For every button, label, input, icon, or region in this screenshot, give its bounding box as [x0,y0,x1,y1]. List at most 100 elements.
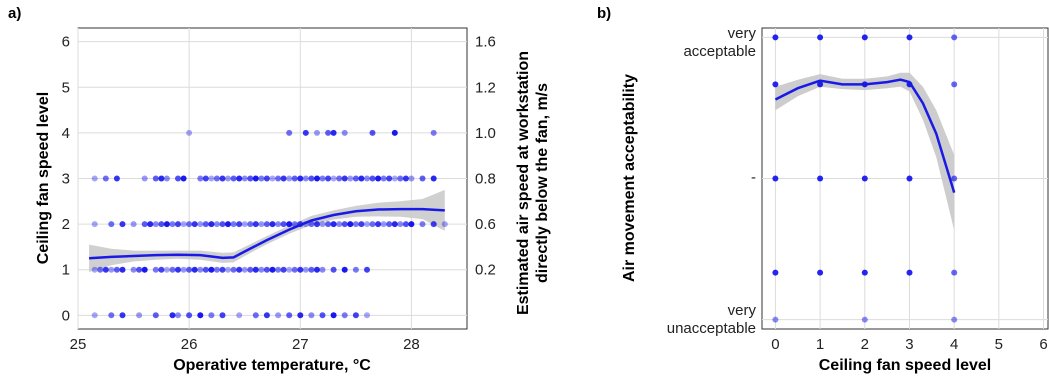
panel-a-xtick-label: 26 [181,336,198,353]
panel-a-data-point [241,221,248,228]
panel-a-data-point [347,175,354,182]
panel-a-data-point [136,266,143,273]
panel-a-data-point [325,221,332,228]
panel-a-data-point [341,175,348,182]
panel-a-data-point [314,221,320,228]
panel-a-data-point [197,266,204,273]
panel-a-data-point [269,266,276,273]
panel-a-data-point [291,266,298,273]
panel-a-data-point [430,175,437,182]
panel-a-y2tick-label: 1.2 [475,79,496,96]
panel-a-data-point [219,221,226,228]
panel-a-data-point [252,175,259,182]
panel-b-ytick-bottom-line1: very [728,302,757,319]
panel-a-data-point [286,266,293,273]
panel-a-data-point [364,312,370,319]
panel-a-data-point [408,221,415,228]
panel-a-data-point [275,221,282,228]
panel-a-data-point [141,266,148,273]
panel-a-data-point [330,129,337,136]
panel-b-smooth-line [774,78,956,193]
panel-a-data-point [286,221,293,228]
panel-a-data-point [364,221,370,228]
panel-a-data-point [286,129,293,136]
panel-b-data-point [772,175,779,182]
panel-a-data-point [419,175,426,182]
panel-a-data-point [430,221,437,228]
panel-a-grid [77,28,467,329]
panel-a-data-point [208,221,215,228]
panel-b-confidence-band [775,72,955,231]
panel-b-xtick-label: 1 [816,336,824,353]
panel-a-data-point [202,175,209,182]
panel-a-data-point [352,175,359,182]
panel-a-data-point [297,175,304,182]
panel-a-y2tick-label: 1.6 [475,34,496,51]
panel-a-data-point [225,221,231,228]
panel-a-data-point [319,175,326,182]
panel-a-label: a) [8,5,21,22]
panel-a-data-point [247,266,254,273]
panel-a-x-ticks: 25 26 27 28 [70,336,420,353]
panel-b-data-point [772,316,779,323]
panel-a-data-point [341,221,348,228]
panel-b: b) 0 1 2 3 4 5 6 very acceptable - very unacce… [597,5,1049,374]
panel-a-data-point [119,312,126,319]
panel-a-data-point [197,312,204,319]
panel-a-data-point [97,266,104,273]
panel-a-data-point [275,175,282,182]
panel-a-ytick-label: 1 [62,262,70,279]
panel-a-data-point [402,221,409,228]
panel-a-data-point [319,221,326,228]
panel-a-y2tick-label: 0.2 [475,262,496,279]
panel-a-data-point [364,266,370,273]
panel-a-data-point [286,312,293,319]
panel-a-data-point [147,221,154,228]
panel-a-data-point [314,175,320,182]
panel-a-data-point [263,312,270,319]
panel-a-data-point [175,221,181,228]
panel-a-xtick-label: 27 [292,336,309,353]
panel-a-data-point [169,266,176,273]
panel-a-points [91,129,448,319]
panel-a-data-point [441,221,448,228]
panel-b-xtick-label: 0 [771,336,779,353]
panel-b-data-point [951,316,958,323]
panel-a-data-point [314,266,320,273]
panel-a-data-point [197,175,204,182]
panel-a-data-point [352,221,359,228]
panel-a-data-point [375,221,382,228]
panel-a-data-point [230,266,237,273]
panel-a-data-point [275,266,282,273]
panel-a-data-point [225,175,231,182]
panel-a-data-point [258,221,265,228]
panel-a-data-point [397,221,404,228]
panel-a-ytick-label: 3 [62,171,70,188]
panel-a-data-point [208,266,215,273]
panel-a-data-point [286,175,293,182]
panel-a-data-point [197,221,204,228]
panel-a-data-point [213,266,220,273]
panel-a-ytick-label: 4 [62,125,70,142]
panel-a-data-point [330,175,337,182]
panel-b-ytick-mid: - [751,169,756,186]
panel-a-data-point [152,221,159,228]
panel-a-data-point [180,175,187,182]
panel-a-data-point [169,312,176,319]
panel-a-data-point [319,266,326,273]
panel-a-data-point [208,175,215,182]
panel-a-data-point [336,175,343,182]
panel-a-y2-axis-title-line2: directly below the fan, m/s [534,83,551,283]
panel-a-data-point [152,175,159,182]
panel-a-data-point [113,266,120,273]
panel-a-data-point [258,175,265,182]
panel-a-data-point [430,129,437,136]
panel-a-y2tick-label: 0.6 [475,216,496,233]
panel-a-data-point [263,221,270,228]
panel-a-data-point [119,221,126,228]
panel-a-data-point [308,221,315,228]
panel-b-data-point [772,269,779,276]
panel-a-data-point [91,266,98,273]
panel-a-data-point [163,175,170,182]
panel-b-xtick-label: 2 [861,336,869,353]
